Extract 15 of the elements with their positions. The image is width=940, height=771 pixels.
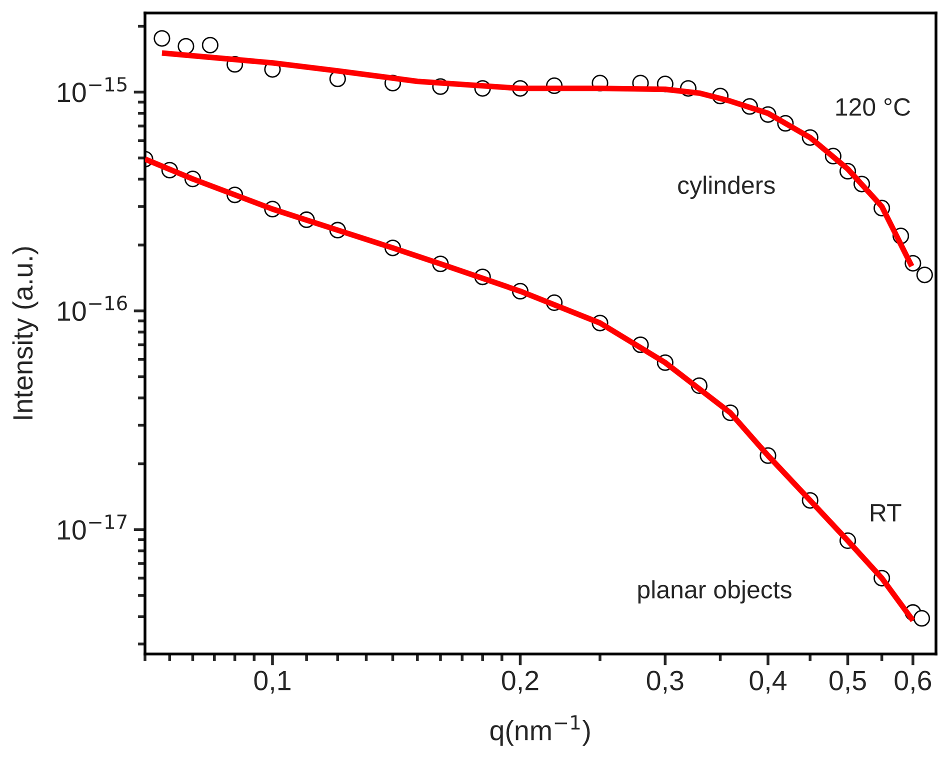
annotation: RT xyxy=(870,504,902,522)
annotation: 120 °C xyxy=(836,98,910,116)
y-axis-title: Intensity (a.u.) xyxy=(12,247,38,419)
x-tick-label: 0,4 xyxy=(750,670,786,694)
y-tick-label: 10$^{−16}$ xyxy=(58,296,127,321)
x-tick-label: 0,3 xyxy=(646,670,684,694)
annotation: planar objects xyxy=(638,580,792,604)
x-tick-label: 0,1 xyxy=(254,670,290,694)
x-tick-label: 0,6 xyxy=(894,670,932,694)
annotation: cylinders xyxy=(678,176,775,200)
y-tick-label: 10$^{−17}$ xyxy=(58,514,127,540)
x-tick-label: 0,5 xyxy=(830,670,866,694)
x-axis-title: q(nm$^{−1}$) xyxy=(490,715,590,746)
x-tick-label: 0,2 xyxy=(502,670,538,694)
y-tick-label: 10$^{−15}$ xyxy=(58,77,126,102)
